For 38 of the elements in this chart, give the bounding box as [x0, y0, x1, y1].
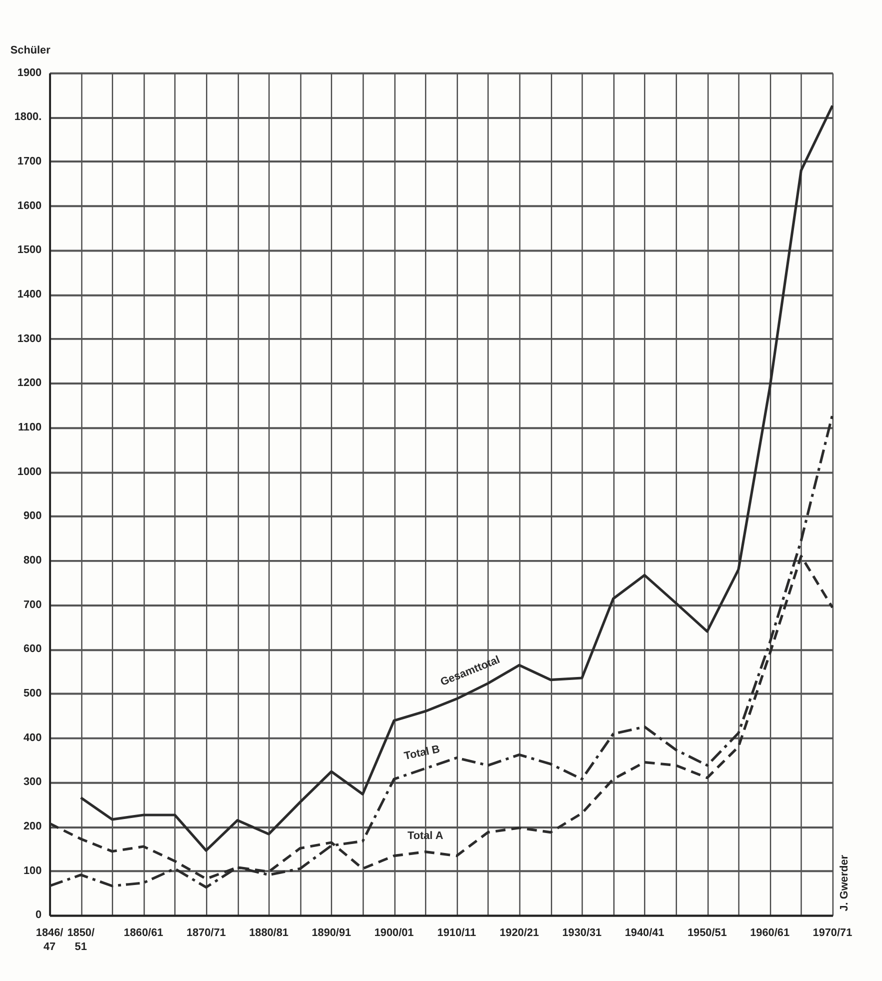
y-tick-label: 200: [23, 820, 42, 833]
y-tick-label: 700: [23, 598, 42, 611]
y-tick-label: 1900: [17, 66, 42, 79]
y-tick-label: 1400: [17, 288, 42, 301]
x-tick-label: 1850/ 51: [67, 927, 94, 953]
x-tick-label: 1900/01: [374, 927, 414, 940]
x-tick-label: 1920/21: [500, 927, 539, 940]
y-tick-label: 100: [23, 864, 42, 877]
y-tick-label: 900: [23, 510, 42, 522]
y-tick-label: 1700: [17, 156, 42, 168]
y-tick-label: 1800.: [14, 111, 42, 124]
y-axis-title: Schüler: [10, 44, 52, 57]
y-tick-label: 1500: [17, 244, 42, 256]
y-tick-label: 500: [23, 688, 42, 700]
y-tick-label: 400: [23, 732, 42, 744]
x-tick-label: 1950/51: [688, 927, 727, 940]
y-tick-label: 0: [36, 909, 42, 922]
y-tick-label: 1600: [17, 200, 42, 212]
x-tick-label: 1890/91: [312, 927, 352, 940]
x-tick-label: 1960/61: [750, 927, 790, 940]
x-tick-label: 1930/31: [562, 927, 602, 940]
text: J. Gwerder: [838, 854, 850, 912]
x-tick-label: 1870/71: [186, 927, 226, 940]
y-tick-label: 1000: [17, 466, 42, 478]
y-tick-label: 800: [23, 554, 42, 567]
x-tick-label: 1846/ 47: [36, 927, 64, 953]
x-tick-label: 1910/11: [437, 927, 476, 940]
x-tick-label: 1940/41: [624, 927, 664, 940]
x-tick-label: 1860/61: [124, 927, 164, 940]
y-tick-label: 1200: [17, 377, 42, 390]
y-tick-label: 1300: [17, 332, 42, 345]
line-series: [80, 104, 834, 852]
text: Total B: [403, 743, 442, 763]
x-tick-label: 1970/71: [812, 927, 852, 940]
y-tick-label: 300: [23, 776, 42, 788]
x-tick-label: 1880/81: [249, 927, 288, 940]
y-tick-label: 600: [23, 643, 42, 656]
y-tick-label: 1100: [18, 422, 42, 434]
